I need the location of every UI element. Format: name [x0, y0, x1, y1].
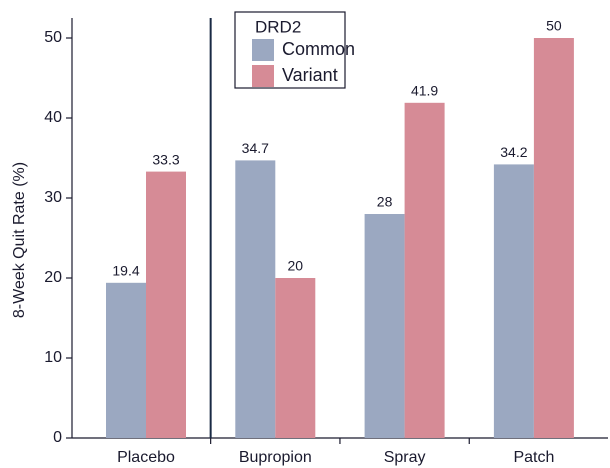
y-tick-label: 30 [44, 189, 62, 206]
x-tick-label: Spray [384, 449, 426, 466]
bar [533, 38, 574, 438]
value-label: 20 [288, 258, 304, 274]
y-tick-label: 0 [53, 429, 62, 446]
y-tick-label: 40 [44, 109, 62, 126]
legend-swatch [252, 65, 274, 87]
bar [275, 278, 316, 438]
bar [106, 282, 146, 438]
value-label: 34.7 [242, 140, 269, 156]
value-label: 50 [546, 18, 562, 34]
y-tick-label: 10 [44, 349, 62, 366]
value-label: 33.3 [152, 151, 179, 167]
value-label: 41.9 [411, 83, 438, 99]
value-label: 34.2 [500, 144, 527, 160]
bar [493, 164, 534, 438]
bar [364, 214, 405, 438]
y-tick-label: 20 [44, 269, 62, 286]
x-tick-label: Patch [513, 449, 554, 466]
legend-label: Variant [282, 65, 338, 85]
legend-label: Common [282, 39, 355, 59]
x-tick-label: Bupropion [239, 449, 312, 466]
x-tick-label: Placebo [117, 449, 175, 466]
y-tick-label: 50 [44, 29, 62, 46]
legend-swatch [252, 39, 274, 61]
value-label: 28 [377, 194, 393, 210]
bar [404, 102, 445, 439]
bar [235, 160, 276, 438]
value-label: 19.4 [112, 263, 139, 279]
y-axis-label: 8-Week Quit Rate (%) [11, 162, 28, 318]
bar [146, 171, 186, 438]
legend-title: DRD2 [255, 17, 301, 36]
